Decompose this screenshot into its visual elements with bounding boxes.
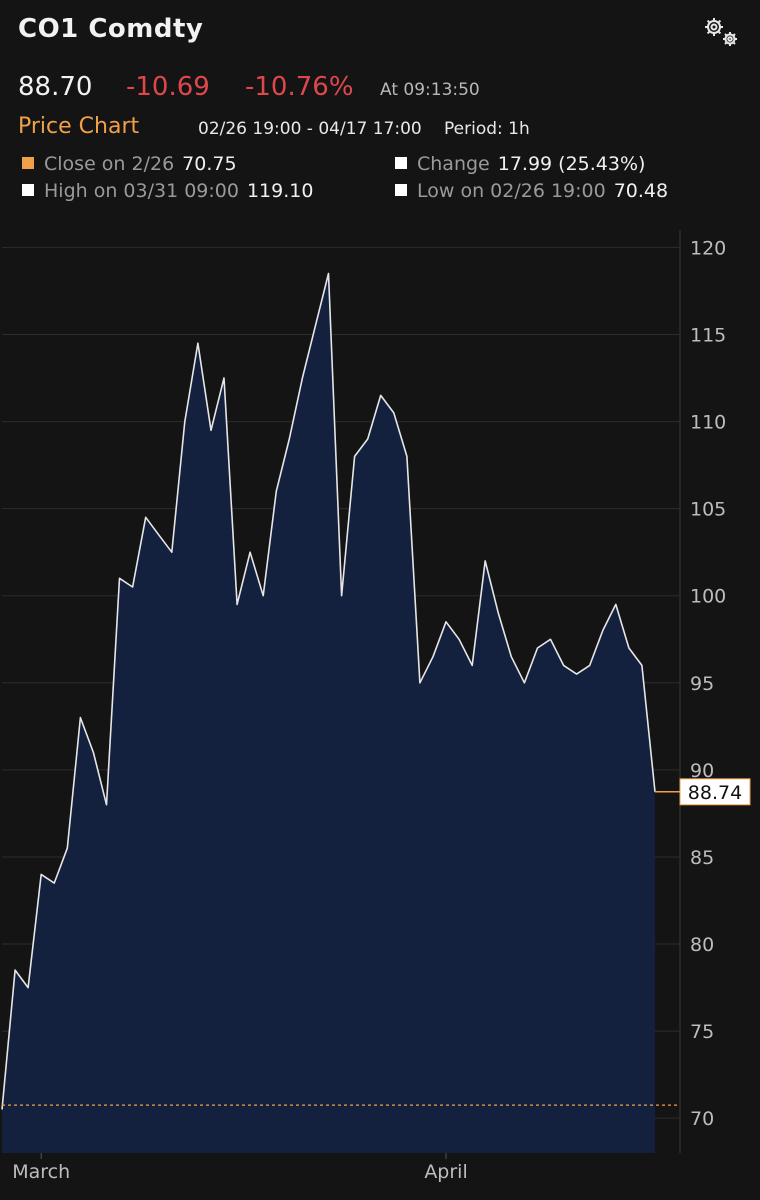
stat-high: High on 03/31 09:00 119.10 [22,180,313,202]
date-range: 02/26 19:00 - 04/17 17:00 [198,119,422,139]
y-tick-label: 100 [690,586,726,608]
close-legend-swatch [22,157,34,169]
stat-high-value: 119.10 [246,180,314,202]
y-tick-label: 105 [690,499,726,521]
x-axis: March April [12,1153,468,1183]
last-price: 88.70 [18,72,93,102]
period-label: Period: 1h [444,119,530,139]
quote-time: At 09:13:50 [380,80,480,100]
stat-close: Close on 2/26 70.75 [22,153,237,175]
price-chart-title[interactable]: Price Chart [18,114,140,139]
stat-change-label: Change [417,153,490,175]
gear-icon[interactable] [700,12,744,52]
low-legend-swatch [395,184,407,196]
y-tick-label: 75 [690,1021,714,1043]
percent-change: -10.76% [245,72,354,102]
y-tick-label: 95 [690,673,714,695]
change-legend-swatch [395,157,407,169]
last-value-label: 88.74 [688,782,742,804]
y-tick-label: 120 [690,237,726,259]
y-axis: 70 75 80 85 90 95 100 105 110 115 120 [690,237,726,1130]
stat-change: Change 17.99 (25.43%) [395,153,645,175]
y-tick-label: 70 [690,1108,714,1130]
stat-low: Low on 02/26 19:00 70.48 [395,180,668,202]
net-change: -10.69 [126,72,210,102]
last-value-tag: 88.74 [655,778,751,806]
x-tick-label: March [12,1161,70,1183]
stat-close-label: Close on 2/26 [44,153,175,175]
stat-low-label: Low on 02/26 19:00 [417,180,606,202]
last-value-box [679,778,751,806]
price-area [2,273,655,1153]
ticker-title: CO1 Comdty [18,14,204,44]
y-tick-label: 80 [690,934,714,956]
x-tick-label: April [424,1161,467,1183]
stat-low-value: 70.48 [613,180,669,202]
y-tick-label: 85 [690,847,714,869]
stat-change-value: 17.99 (25.43%) [497,153,646,175]
y-tick-label: 110 [690,412,726,434]
high-legend-swatch [22,184,34,196]
y-tick-label: 90 [690,760,714,782]
price-line [1,272,656,1110]
y-tick-label: 115 [690,324,726,346]
stat-high-label: High on 03/31 09:00 [44,180,239,202]
stat-close-value: 70.75 [182,153,237,175]
